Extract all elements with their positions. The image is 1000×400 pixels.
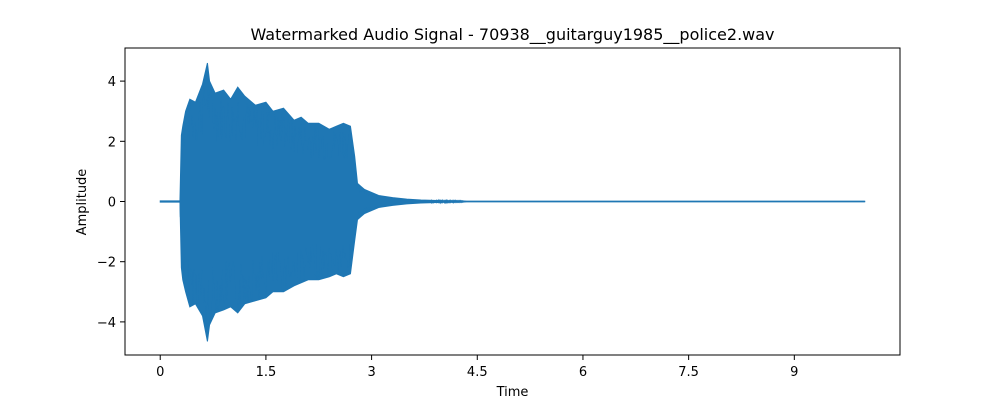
x-tick-label: 7.5	[678, 365, 699, 380]
y-tick-label: 4	[108, 75, 116, 90]
chart-title: Watermarked Audio Signal - 70938__guitar…	[250, 25, 774, 45]
y-tick-label: −2	[97, 256, 116, 271]
x-tick-label: 1.5	[256, 365, 277, 380]
plot-area	[159, 62, 866, 342]
waveform-trace-0	[179, 79, 464, 326]
axis-ticks: 0 1.5 3 4.5 6 7.5 9 −4 −2 0 2 4	[97, 75, 799, 380]
plot-frame	[124, 47, 901, 356]
x-tick-label: 4.5	[467, 365, 488, 380]
x-tick-label: 6	[579, 365, 587, 380]
x-tick-label: 9	[790, 365, 798, 380]
y-tick-label: 0	[108, 196, 116, 211]
y-axis-label: Amplitude	[75, 169, 90, 236]
y-tick-label: 2	[108, 135, 116, 150]
x-tick-label: 0	[156, 365, 164, 380]
y-tick-label: −4	[97, 316, 116, 331]
x-tick-label: 3	[367, 365, 375, 380]
x-axis-label: Time	[496, 385, 529, 400]
